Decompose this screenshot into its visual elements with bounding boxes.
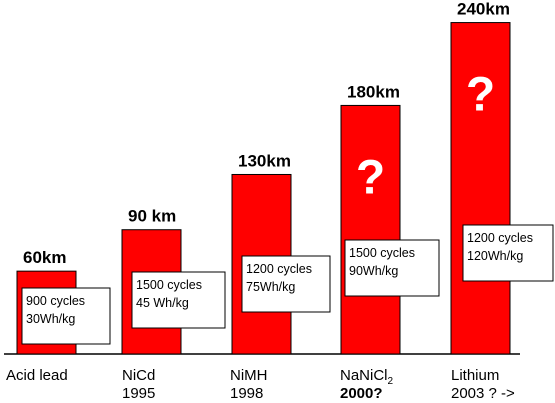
spec-energy-2: 45 Wh/kg	[136, 296, 189, 310]
category-name-5: Lithium	[451, 367, 499, 384]
value-label-3: 130km	[238, 151, 291, 170]
spec-box-3	[241, 255, 331, 313]
category-name-2: NiCd	[122, 367, 155, 384]
spec-cycles-5: 1200 cycles	[467, 231, 533, 245]
spec-cycles-1: 900 cycles	[26, 294, 85, 308]
question-mark-4: ?	[356, 151, 385, 204]
value-label-4: 180km	[347, 82, 400, 101]
bar-5	[450, 22, 511, 355]
value-label-5: 240km	[457, 0, 510, 19]
spec-cycles-4: 1500 cycles	[349, 246, 415, 260]
spec-cycles-3: 1200 cycles	[246, 262, 312, 276]
spec-box-4	[344, 239, 440, 297]
spec-energy-4: 90Wh/kg	[349, 264, 398, 278]
spec-energy-1: 30Wh/kg	[26, 312, 75, 326]
spec-box-2	[131, 271, 226, 329]
category-year-5: 2003 ? ->	[451, 385, 515, 402]
spec-cycles-2: 1500 cycles	[136, 278, 202, 292]
spec-box-1	[21, 287, 111, 345]
category-name-1: Acid lead	[6, 367, 68, 384]
question-mark-5: ?	[466, 69, 495, 122]
value-label-1: 60km	[23, 248, 66, 267]
spec-energy-5: 120Wh/kg	[467, 249, 523, 263]
bars-group: 60km 900 cycles 30Wh/kg Acid lead 90 km 1500 …	[6, 0, 554, 402]
category-year-3: 1998	[230, 385, 263, 402]
spec-energy-3: 75Wh/kg	[246, 280, 295, 294]
category-name-4: NaNiCl2	[340, 367, 394, 387]
category-year-2: 1995	[122, 385, 155, 402]
value-label-2: 90 km	[128, 207, 176, 226]
spec-box-5	[462, 224, 554, 282]
bar-4	[340, 104, 401, 355]
category-year-4: 2000?	[340, 385, 383, 402]
category-name-3: NiMH	[230, 367, 268, 384]
